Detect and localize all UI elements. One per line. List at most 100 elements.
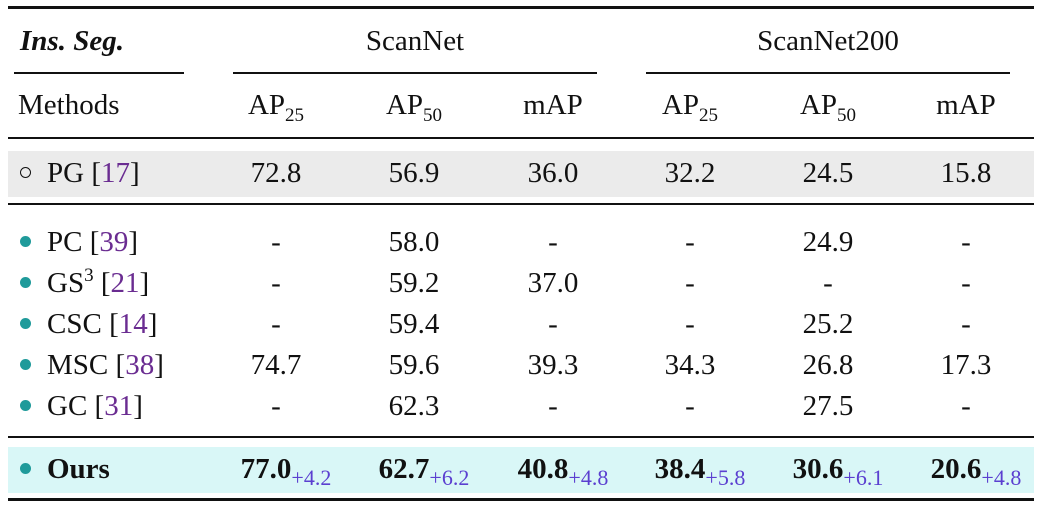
method-sup: 3 bbox=[84, 265, 94, 286]
value-cell: 17.3 bbox=[941, 348, 992, 382]
col-ap50-scannet200: AP50 bbox=[799, 88, 856, 125]
method-cell: PG [17] bbox=[20, 156, 140, 190]
value-cell: - bbox=[961, 225, 971, 259]
citation-link[interactable]: 14 bbox=[118, 308, 148, 340]
value-cell: 59.2 bbox=[389, 266, 440, 300]
delta-text: +4.8 bbox=[568, 465, 609, 490]
citation-link[interactable]: 38 bbox=[125, 349, 155, 381]
value-cell: 24.9 bbox=[803, 225, 854, 259]
value-cell: 62.7+6.2 bbox=[379, 452, 470, 495]
method-cell: CSC [14] bbox=[20, 307, 157, 341]
filled-circle-icon bbox=[20, 400, 31, 411]
value-text: 20.6 bbox=[930, 453, 982, 485]
value-text: 24.9 bbox=[802, 226, 854, 258]
value-cell: 26.8 bbox=[803, 348, 854, 382]
hollow-circle-icon bbox=[20, 167, 31, 178]
value-cell: 20.6+4.8 bbox=[931, 452, 1022, 495]
baseline-rule bbox=[8, 203, 1034, 205]
value-cell: - bbox=[685, 266, 695, 300]
value-text: 17.3 bbox=[940, 349, 992, 381]
value-text: - bbox=[271, 308, 281, 340]
value-cell: 38.4+5.8 bbox=[655, 452, 746, 495]
citation-link[interactable]: 39 bbox=[99, 226, 129, 258]
metric-sub: 25 bbox=[699, 105, 719, 126]
metric-label: AP bbox=[385, 89, 424, 121]
filled-circle-icon bbox=[20, 236, 31, 247]
citation-link[interactable]: 21 bbox=[110, 267, 140, 299]
value-text: - bbox=[271, 267, 281, 299]
ours-band bbox=[8, 447, 1034, 493]
value-cell: 40.8+4.8 bbox=[518, 452, 609, 495]
value-cell: 62.3 bbox=[389, 389, 440, 423]
method-cell: PC [39] bbox=[20, 225, 138, 259]
value-text: - bbox=[548, 308, 558, 340]
filled-circle-icon bbox=[20, 277, 31, 288]
value-cell: 27.5 bbox=[803, 389, 854, 423]
value-text: - bbox=[271, 226, 281, 258]
metric-sub: 50 bbox=[423, 105, 443, 126]
baseline-band bbox=[8, 151, 1034, 197]
value-text: 37.0 bbox=[527, 267, 579, 299]
value-cell: - bbox=[271, 389, 281, 423]
value-cell: - bbox=[823, 266, 833, 300]
value-text: 36.0 bbox=[527, 157, 579, 189]
group-scannet: ScanNet bbox=[365, 25, 465, 57]
value-cell: 39.3 bbox=[528, 348, 579, 382]
method-cell: GC [31] bbox=[20, 389, 143, 423]
value-text: - bbox=[823, 267, 833, 299]
delta-text: +5.8 bbox=[705, 465, 746, 490]
method-cell: GS3 [21] bbox=[20, 266, 149, 300]
value-cell: 72.8 bbox=[251, 156, 302, 190]
metric-label: AP bbox=[661, 89, 700, 121]
delta-text: +4.2 bbox=[291, 465, 332, 490]
value-text: - bbox=[685, 308, 695, 340]
method-cell: MSC [38] bbox=[20, 348, 164, 382]
col-map-scannet: mAP bbox=[523, 89, 583, 121]
value-cell: 36.0 bbox=[528, 156, 579, 190]
value-text: - bbox=[961, 308, 971, 340]
value-cell: 15.8 bbox=[941, 156, 992, 190]
method-name: GS bbox=[47, 267, 85, 299]
value-cell: 24.5 bbox=[803, 156, 854, 190]
value-cell: - bbox=[271, 307, 281, 341]
value-text: - bbox=[961, 267, 971, 299]
value-text: - bbox=[548, 390, 558, 422]
method-name: MSC bbox=[47, 349, 109, 381]
value-cell: - bbox=[271, 266, 281, 300]
method-name: GC bbox=[47, 390, 88, 422]
value-text: 58.0 bbox=[388, 226, 440, 258]
value-cell: 59.4 bbox=[389, 307, 440, 341]
value-cell: 25.2 bbox=[803, 307, 854, 341]
value-cell: 30.6+6.1 bbox=[793, 452, 884, 495]
citation-link[interactable]: 17 bbox=[101, 157, 130, 189]
value-text: - bbox=[685, 390, 695, 422]
value-cell: - bbox=[961, 266, 971, 300]
value-cell: 77.0+4.2 bbox=[241, 452, 332, 495]
methods-header: Methods bbox=[18, 89, 120, 121]
value-cell: - bbox=[961, 389, 971, 423]
group-scannet200: ScanNet200 bbox=[757, 25, 899, 57]
method-cell: Ours bbox=[20, 452, 110, 486]
value-cell: - bbox=[685, 307, 695, 341]
filled-circle-icon bbox=[20, 463, 31, 474]
value-text: 62.3 bbox=[388, 390, 440, 422]
col-ap50-scannet: AP50 bbox=[385, 88, 442, 125]
value-cell: - bbox=[685, 389, 695, 423]
col-ap25-scannet200: AP25 bbox=[661, 88, 718, 125]
value-text: 59.2 bbox=[388, 267, 440, 299]
value-text: 56.9 bbox=[388, 157, 440, 189]
delta-text: +4.8 bbox=[981, 465, 1022, 490]
col-ap25-scannet: AP25 bbox=[248, 88, 304, 125]
citation-link[interactable]: 31 bbox=[104, 390, 134, 422]
cmid-scannet200 bbox=[646, 72, 1010, 74]
value-text: 40.8 bbox=[517, 453, 569, 485]
metric-label: AP bbox=[799, 89, 838, 121]
value-text: - bbox=[271, 390, 281, 422]
value-cell: - bbox=[271, 225, 281, 259]
value-cell: - bbox=[548, 307, 558, 341]
value-cell: - bbox=[961, 307, 971, 341]
filled-circle-icon bbox=[20, 359, 31, 370]
value-text: 72.8 bbox=[250, 157, 302, 189]
value-cell: 74.7 bbox=[251, 348, 302, 382]
value-text: 59.4 bbox=[388, 308, 440, 340]
